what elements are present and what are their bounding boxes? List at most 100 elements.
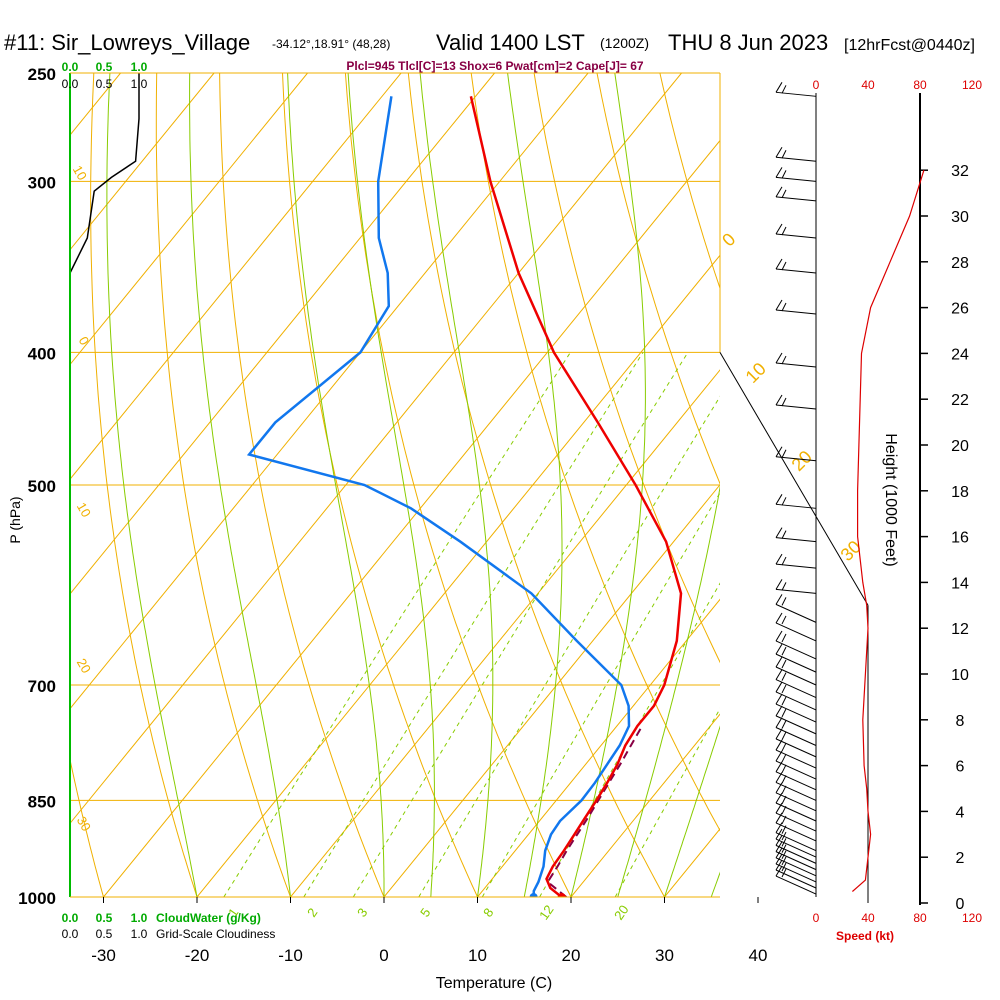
barb-feather <box>775 728 783 740</box>
barb-feather <box>781 449 787 458</box>
y-axis-title: P (hPa) <box>7 496 23 543</box>
barb-staff <box>775 869 817 889</box>
barb-staff <box>775 603 817 623</box>
barb-feather <box>781 497 787 506</box>
isotherm-line <box>852 73 1000 897</box>
isotherm-line <box>383 483 720 897</box>
sounding-profiles <box>70 73 683 897</box>
barb-feather <box>775 612 783 624</box>
barb-feather <box>781 731 787 741</box>
height-tick-label: 8 <box>956 713 965 730</box>
dry-adiabat-line <box>90 73 198 897</box>
barb-staff <box>775 844 817 864</box>
wind-barb <box>775 167 817 182</box>
wind-speed-panel: 0246810121416182022242628303200404080801… <box>719 78 982 925</box>
barb-feather <box>781 556 787 566</box>
wind-barb <box>775 186 817 202</box>
wind-barb <box>775 669 817 699</box>
mixing-ratio-label: 3 <box>354 905 370 920</box>
x-tick-label: -30 <box>91 946 116 965</box>
wind-barb <box>775 352 817 368</box>
barb-staff <box>775 666 817 686</box>
cloudwater-top-tick: 0.5 <box>96 60 113 74</box>
wind-barb <box>775 494 817 509</box>
barb-staff <box>775 738 817 758</box>
moist-adiabat-line <box>710 871 720 897</box>
moist-adiabat-line <box>419 73 494 897</box>
barb-feather <box>781 597 787 606</box>
barb-staff <box>775 771 817 791</box>
height-tick-label: 12 <box>951 621 969 638</box>
barb-feather <box>781 646 787 656</box>
barb-feather <box>775 705 783 717</box>
barb-feather <box>775 553 783 565</box>
barb-feather <box>781 708 787 718</box>
moist-adiabat-line <box>347 73 435 897</box>
barb-feather <box>775 223 783 235</box>
forecast-info: [12hrFcst@0440z] <box>844 37 975 54</box>
barb-feather <box>781 742 787 752</box>
wind-barb <box>775 579 817 594</box>
moist-adiabat-line <box>189 73 291 897</box>
mixing-ratio-line <box>223 352 571 897</box>
isotherm-line <box>70 73 682 825</box>
wind-barb <box>775 822 817 852</box>
wind-barb <box>775 728 817 758</box>
x-tick-label: 30 <box>655 946 674 965</box>
thermo-lines <box>70 73 1000 897</box>
x-tick-label: 40 <box>749 946 768 965</box>
pressure-tick-label: 400 <box>28 344 56 363</box>
barb-feather <box>781 615 787 625</box>
barb-feather <box>781 170 787 179</box>
cloudwater-label: CloudWater (g/Kg) <box>156 911 261 925</box>
cloudwater-top-tick: 1.0 <box>131 60 148 74</box>
mixing-ratio-line <box>303 352 644 897</box>
barb-feather <box>775 822 783 833</box>
pressure-tick-label: 500 <box>28 477 56 496</box>
side-label: 10 <box>70 163 90 183</box>
height-tick-label: 18 <box>951 484 969 501</box>
barb-staff <box>775 679 817 699</box>
barb-feather <box>781 696 787 706</box>
valid-date: THU 8 Jun 2023 <box>668 30 828 55</box>
barb-feather <box>775 739 783 751</box>
valid-time: Valid 1400 LST <box>436 30 585 55</box>
barb-feather <box>775 352 783 364</box>
wind-barb <box>775 446 817 462</box>
cloudwater-bottom-tick: 0.5 <box>96 911 113 925</box>
barb-feather <box>775 717 783 728</box>
barb-feather <box>781 302 787 312</box>
dry-adiabat-line <box>407 73 665 897</box>
barb-feather <box>781 659 787 669</box>
moist-adiabat-line <box>664 725 720 897</box>
speed-bottom-tick: 0 <box>813 911 820 925</box>
cloudiness-top-tick: 0.0 <box>62 77 79 91</box>
barb-feather <box>775 579 783 590</box>
pressure-tick-label: 700 <box>28 677 56 696</box>
cloudiness-bottom-tick: 0.0 <box>62 927 79 941</box>
barb-staff <box>775 832 817 852</box>
wind-barb <box>775 739 817 769</box>
wind-barb <box>775 612 817 642</box>
x-tick-label: 20 <box>562 946 581 965</box>
barb-staff <box>775 653 817 673</box>
barb-feather <box>775 186 783 198</box>
mixing-ratio-line <box>481 491 720 897</box>
wind-barb <box>775 681 817 711</box>
station-title: #11: Sir_Lowreys_Village <box>4 30 250 55</box>
cloudwater-bottom-tick: 1.0 <box>131 911 148 925</box>
barb-feather <box>781 189 787 199</box>
dewpoint-profile <box>246 96 631 897</box>
station-coords: -34.12°,18.91° (48,28) <box>272 37 390 51</box>
wind-barb <box>775 299 817 315</box>
speed-label: Speed (kt) <box>836 929 894 943</box>
height-tick-label: 14 <box>951 575 969 592</box>
isotherm-line <box>70 73 215 251</box>
mixing-ratio-label: 2 <box>304 905 320 920</box>
barb-staff <box>775 749 817 769</box>
dry-adiabat-line <box>849 73 1000 897</box>
barb-feather <box>781 149 787 159</box>
barb-feather <box>775 167 783 178</box>
x-tick-label: 10 <box>468 946 487 965</box>
